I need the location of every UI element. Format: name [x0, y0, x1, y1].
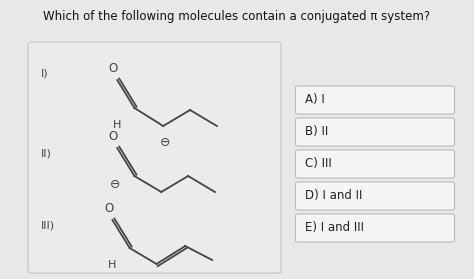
Text: O: O — [109, 62, 118, 75]
FancyBboxPatch shape — [295, 150, 455, 178]
Text: I): I) — [41, 68, 48, 78]
Text: H: H — [113, 120, 121, 130]
Text: O: O — [109, 130, 118, 143]
Text: D) I and II: D) I and II — [305, 189, 363, 203]
Text: E) I and III: E) I and III — [305, 222, 364, 235]
Text: O: O — [104, 202, 113, 215]
Text: ⊖: ⊖ — [160, 136, 170, 148]
Text: H: H — [108, 260, 117, 270]
FancyBboxPatch shape — [28, 42, 281, 273]
Text: II): II) — [41, 148, 51, 158]
Text: A) I: A) I — [305, 93, 325, 107]
FancyBboxPatch shape — [295, 182, 455, 210]
Text: ⊖: ⊖ — [110, 177, 120, 191]
Text: Which of the following molecules contain a conjugated π system?: Which of the following molecules contain… — [44, 10, 430, 23]
FancyBboxPatch shape — [295, 214, 455, 242]
Text: III): III) — [41, 220, 55, 230]
FancyBboxPatch shape — [295, 118, 455, 146]
Text: B) II: B) II — [305, 126, 328, 138]
FancyBboxPatch shape — [295, 86, 455, 114]
Text: C) III: C) III — [305, 158, 332, 170]
